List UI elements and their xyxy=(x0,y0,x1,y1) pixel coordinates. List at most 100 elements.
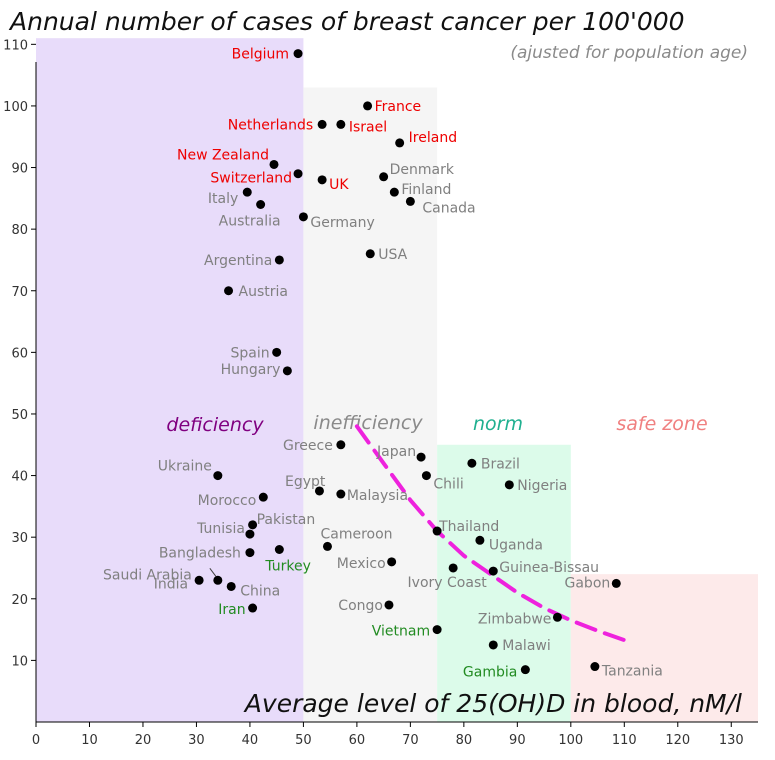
point-finland xyxy=(389,187,399,197)
y-tick-label: 80 xyxy=(11,223,28,238)
point-label-argentina: Argentina xyxy=(204,253,272,269)
point-label-india: India xyxy=(154,576,188,592)
point-label-chili: Chili xyxy=(433,477,463,493)
zones-layer: deficiency inefficiency norm safe zone xyxy=(36,38,758,723)
point-nigeria xyxy=(504,480,514,490)
point-label-nigeria: Nigeria xyxy=(517,478,567,494)
point-label-brazil: Brazil xyxy=(481,456,520,472)
point-label-iran: Iran xyxy=(218,602,245,618)
point-gambia xyxy=(520,665,530,675)
x-tick-label: 20 xyxy=(135,733,152,748)
zone-label-inefficiency: inefficiency xyxy=(313,412,423,434)
point-label-china: China xyxy=(240,583,280,599)
point-label-gambia: Gambia xyxy=(463,665,517,681)
point-vietnam xyxy=(432,625,442,635)
point-label-guinea-bissau: Guinea-Bissau xyxy=(499,560,599,576)
point-label-uk: UK xyxy=(329,177,349,193)
point-brazil xyxy=(467,458,477,468)
zone-label-norm: norm xyxy=(473,413,523,435)
point-canada xyxy=(405,196,415,206)
point-label-italy: Italy xyxy=(208,191,238,207)
point-label-denmark: Denmark xyxy=(390,162,455,178)
point-turkey xyxy=(274,545,284,554)
point-iran xyxy=(248,603,258,613)
point-pakistan xyxy=(248,520,258,530)
point-tunisia xyxy=(245,529,255,539)
x-tick-label: 50 xyxy=(295,733,312,748)
x-tick-label: 40 xyxy=(242,733,259,748)
point-zimbabwe xyxy=(552,612,562,622)
point-label-netherlands: Netherlands xyxy=(228,117,313,133)
y-tick-label: 10 xyxy=(11,654,28,669)
point-label-morocco: Morocco xyxy=(198,493,257,509)
chart-subtitle: (ajusted for population age) xyxy=(510,43,748,63)
y-tick-label: 40 xyxy=(11,470,28,485)
axes-layer: 0 10 20 30 40 50 60 70 80 90 100 110 120 130 10 20 30 40 5… xyxy=(3,38,758,748)
point-label-australia: Australia xyxy=(219,214,281,230)
point-label-malaysia: Malaysia xyxy=(347,488,408,504)
point-label-usa: USA xyxy=(378,247,407,263)
y-tick-label: 90 xyxy=(11,162,28,177)
y-tick-label: 70 xyxy=(11,285,28,300)
x-axis-label: Average level of 25(OH)D in blood, nM/l xyxy=(243,689,742,718)
zone-deficiency xyxy=(36,38,304,723)
point-india xyxy=(194,575,204,585)
point-denmark xyxy=(379,172,389,182)
point-new-zealand xyxy=(269,159,279,169)
point-saudi-arabia xyxy=(213,575,223,585)
zone-inefficiency xyxy=(303,87,438,723)
point-label-hungary: Hungary xyxy=(221,362,281,378)
x-tick-label: 0 xyxy=(32,733,40,748)
x-tick-label: 60 xyxy=(349,733,366,748)
y-tick-label: 30 xyxy=(11,531,28,546)
point-label-cameroon: Cameroon xyxy=(320,526,392,542)
point-guinea-bissau xyxy=(488,566,498,576)
point-label-switzerland: Switzerland xyxy=(210,171,292,187)
point-congo xyxy=(384,600,394,610)
zone-label-safe-zone: safe zone xyxy=(616,413,707,435)
point-label-saudi-arabia: Saudi Arabia xyxy=(103,567,192,583)
y-tick-label: 20 xyxy=(11,593,28,608)
point-france xyxy=(363,101,373,111)
point-thailand xyxy=(432,526,442,536)
point-label-japan: Japan xyxy=(376,444,416,460)
point-morocco xyxy=(258,492,268,502)
point-label-vietnam: Vietnam xyxy=(372,624,430,640)
x-tick-label: 100 xyxy=(558,733,583,748)
point-usa xyxy=(365,249,375,259)
point-label-turkey: Turkey xyxy=(264,559,311,575)
point-israel xyxy=(336,119,346,129)
point-cameroon xyxy=(322,541,332,551)
point-label-canada: Canada xyxy=(422,200,475,216)
zone-label-deficiency: deficiency xyxy=(166,414,264,436)
point-argentina xyxy=(274,255,284,265)
points-layer: Belgium France Netherlands Israel Ireland New… xyxy=(103,47,663,681)
saudi-arabia-leader-line xyxy=(209,568,217,577)
point-ukraine xyxy=(213,471,223,481)
point-label-tunisia: Tunisia xyxy=(196,521,245,537)
point-label-bangladesh: Bangladesh xyxy=(159,546,241,562)
point-label-france: France xyxy=(375,99,422,115)
point-mexico xyxy=(387,557,397,567)
point-label-germany: Germany xyxy=(310,215,374,231)
point-label-congo: Congo xyxy=(338,598,383,614)
point-malawi xyxy=(488,640,498,650)
point-label-finland: Finland xyxy=(401,182,451,198)
y-tick-label: 110 xyxy=(3,38,28,53)
x-tick-label: 110 xyxy=(612,733,637,748)
point-label-uganda: Uganda xyxy=(489,537,543,553)
point-label-belgium: Belgium xyxy=(232,47,289,63)
point-label-zimbabwe: Zimbabwe xyxy=(478,611,552,627)
point-italy xyxy=(242,187,252,197)
point-label-egypt: Egypt xyxy=(285,474,326,490)
y-tick-label: 60 xyxy=(11,346,28,361)
x-tick-label: 90 xyxy=(509,733,526,748)
point-label-greece: Greece xyxy=(283,438,333,454)
point-label-gabon: Gabon xyxy=(565,575,611,591)
point-netherlands xyxy=(317,119,327,129)
y-tick-label: 100 xyxy=(3,100,28,115)
point-label-israel: Israel xyxy=(349,119,387,135)
point-japan xyxy=(416,452,426,462)
point-label-austria: Austria xyxy=(239,284,288,300)
